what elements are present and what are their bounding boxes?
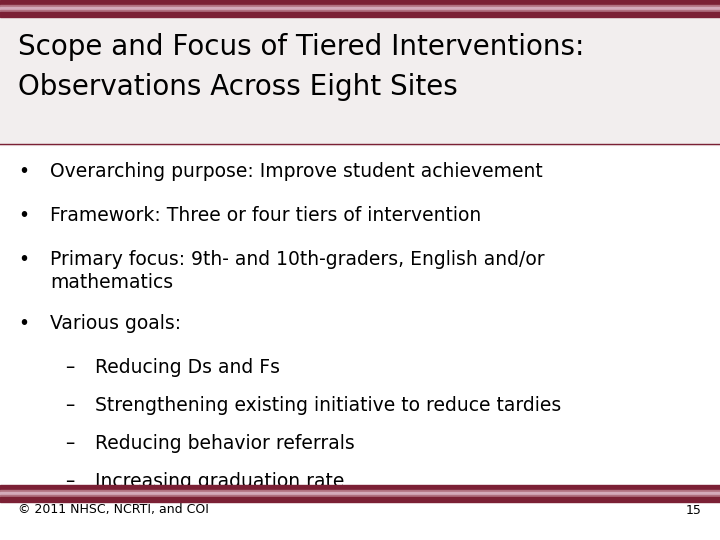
Bar (0, 490, 720, 492)
Text: Reducing behavior referrals: Reducing behavior referrals (95, 434, 355, 453)
Text: Framework: Three or four tiers of intervention: Framework: Three or four tiers of interv… (50, 206, 481, 225)
Text: Observations Across Eight Sites: Observations Across Eight Sites (18, 73, 458, 101)
Text: Scope and Focus of Tiered Interventions:: Scope and Focus of Tiered Interventions: (18, 33, 585, 61)
Text: •: • (18, 314, 29, 333)
Bar (0, 12, 720, 17)
Text: Increasing graduation rate: Increasing graduation rate (95, 472, 344, 491)
Text: © 2011 NHSC, NCRTI, and COI: © 2011 NHSC, NCRTI, and COI (18, 503, 209, 516)
Bar (0, 10, 720, 12)
Text: –: – (65, 358, 74, 377)
Text: •: • (18, 250, 29, 269)
Bar (0, 492, 720, 495)
Text: –: – (65, 396, 74, 415)
Text: Reducing Ds and Fs: Reducing Ds and Fs (95, 358, 280, 377)
Text: •: • (18, 206, 29, 225)
Bar (0, 485, 720, 490)
Bar (0, 0, 720, 5)
Text: –: – (65, 472, 74, 491)
Text: –: – (65, 434, 74, 453)
Bar (0, 5, 720, 7)
Text: Overarching purpose: Improve student achievement: Overarching purpose: Improve student ach… (50, 162, 543, 181)
Bar (0, 497, 720, 502)
Bar (0, 7, 720, 10)
Text: Various goals:: Various goals: (50, 314, 181, 333)
Text: 15: 15 (686, 503, 702, 516)
Text: Primary focus: 9th- and 10th-graders, English and/or
mathematics: Primary focus: 9th- and 10th-graders, En… (50, 250, 544, 293)
Text: Strengthening existing initiative to reduce tardies: Strengthening existing initiative to red… (95, 396, 562, 415)
Text: •: • (18, 162, 29, 181)
Bar (0, 17, 720, 145)
Bar (0, 495, 720, 497)
